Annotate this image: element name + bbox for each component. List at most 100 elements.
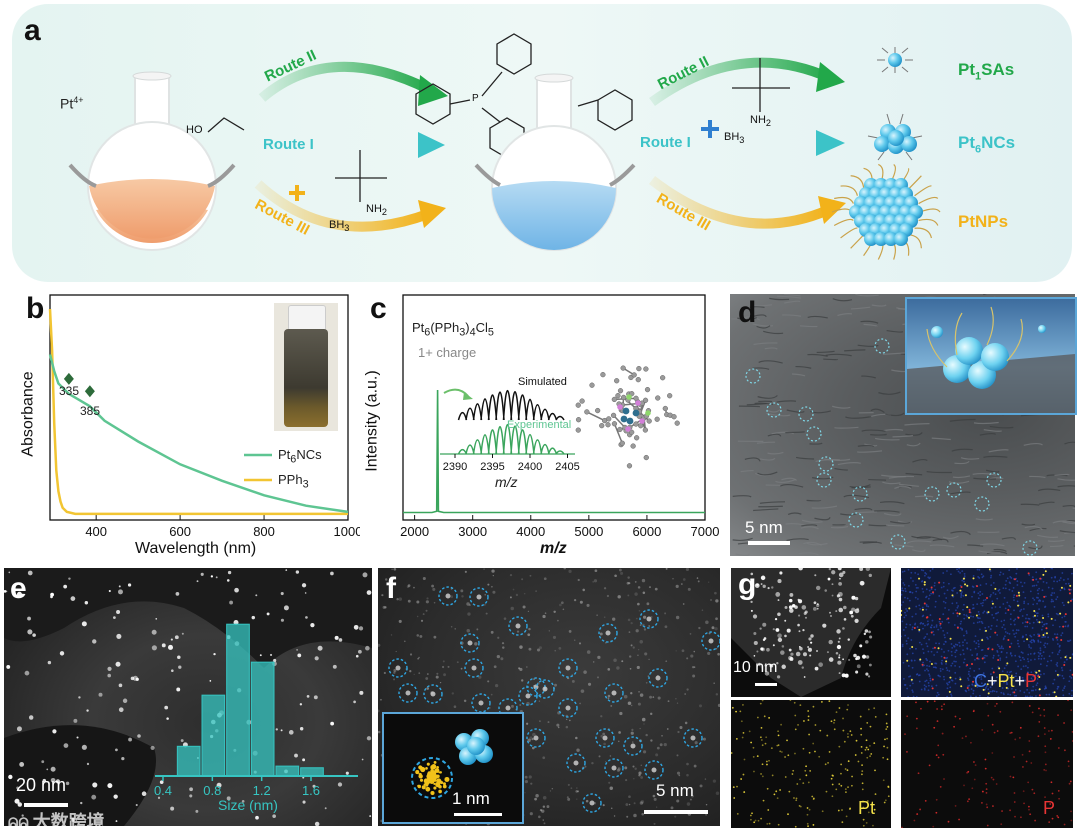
experimental-peak [532, 439, 543, 455]
panel-d-label: d [738, 296, 757, 329]
hist-tick-label: 0.4 [154, 783, 172, 798]
atom-circle [852, 486, 868, 502]
histogram-bar [275, 765, 300, 777]
atom-circle [816, 472, 832, 488]
panel-g-p-map [901, 700, 1073, 828]
x-tick-label: 3000 [458, 524, 487, 539]
experimental-peak [502, 423, 513, 455]
right-bh3: BH [724, 131, 740, 143]
atom-circle [604, 683, 624, 703]
panel-d-scale: 5 nm [745, 518, 783, 537]
panel-e-scale: 20 nm [16, 775, 67, 795]
panel-g-scalebar [755, 683, 777, 686]
atom-circle [848, 512, 864, 528]
x-tick-label: 800 [253, 524, 275, 539]
peak-marker [84, 385, 95, 398]
pt6ncs-icon [867, 113, 923, 161]
panel-d-inset-model [905, 297, 1077, 415]
panel-c-ylabel: Intensity (a.u.) [363, 370, 381, 472]
hist-tick-label: 1.2 [253, 783, 271, 798]
atom-circle [745, 368, 761, 384]
experimental-peak [495, 426, 505, 455]
simulated-peak [487, 394, 498, 421]
atom-circle [558, 658, 578, 678]
atom-circle [701, 631, 720, 651]
panel-a-graphics [68, 33, 941, 260]
p-map-label: P [1043, 798, 1056, 818]
histogram-bar [201, 694, 226, 777]
flask-middle [491, 73, 617, 251]
atom-circle [526, 728, 546, 748]
atom-circle [438, 586, 458, 606]
simulated-peak [547, 412, 558, 421]
x-tick-label: 4000 [516, 524, 545, 539]
experimental-peak [555, 450, 565, 455]
atom-circle [582, 793, 602, 813]
x-tick-label: 2000 [400, 524, 429, 539]
panel-b-xlabel: Wavelength (nm) [135, 540, 257, 557]
panel-e-label: e [10, 572, 27, 605]
x-tick-label: 600 [169, 524, 191, 539]
atom-circle [423, 684, 443, 704]
simulated-peak [502, 389, 513, 421]
experimental-peak [547, 447, 558, 455]
histogram-bar [226, 623, 250, 777]
product-ptnps: PtNPs [958, 212, 1009, 231]
panel-g-merged-map [901, 568, 1073, 697]
atom-circle [683, 728, 703, 748]
panel-e-scalebar [24, 803, 68, 807]
annot-385: 385 [80, 404, 101, 418]
hist-tick-label: 0.8 [203, 783, 221, 798]
molecule-structure [575, 365, 680, 469]
hist-xlabel: Size (nm) [218, 797, 278, 813]
atom-circle [398, 683, 418, 703]
panel-g-pt-map [731, 700, 891, 828]
atom-circle [518, 686, 538, 706]
charge-label: 1+ charge [418, 345, 477, 360]
merge-legend: C+Pt+P [974, 671, 1038, 691]
histogram-bar [176, 745, 201, 777]
peak-marker [63, 372, 74, 385]
panel-f-scalebar [644, 810, 708, 814]
hist-tick-label: 1.6 [302, 783, 320, 798]
atom-circle [469, 587, 489, 607]
atom-circle [508, 616, 528, 636]
panel-f-label: f [386, 572, 396, 605]
simulated-peak [517, 394, 528, 421]
simulated-peak [540, 408, 550, 421]
panel-d-scalebar [748, 541, 790, 545]
atom-circle [464, 658, 484, 678]
panel-f-scale: 5 nm [656, 781, 694, 800]
precursor-charge: 4+ [73, 95, 84, 105]
x-tick-label: 7000 [691, 524, 720, 539]
panel-g-haadf [731, 568, 891, 697]
atom-circle [974, 496, 990, 512]
histogram-bar [300, 767, 324, 777]
histogram-bar [250, 661, 275, 777]
panel-f-inset-scale: 1 nm [452, 789, 490, 808]
atom-circle [566, 753, 586, 773]
experimental-peak [510, 425, 520, 455]
ptnps-icon [831, 163, 941, 260]
panel-a-label: a [24, 14, 41, 47]
product-pt6ncs: Pt [958, 133, 975, 152]
flask-left [87, 71, 217, 251]
panel-g-scale: 10 nm [733, 659, 778, 676]
atom-circle [648, 668, 668, 688]
legend-pt6ncs: Pt [278, 447, 291, 462]
atom-circle [874, 338, 890, 354]
atom-circle [1022, 540, 1038, 556]
reagent-bh3: BH [329, 219, 345, 231]
atom-circle [644, 760, 664, 780]
panel-g-label: g [738, 568, 757, 601]
inset-tick-label: 2390 [443, 461, 467, 473]
panel-f-inset-scalebar [454, 813, 502, 816]
watermark: ᕱᕱ 大数跨境 [8, 812, 105, 832]
panel-e-haadf-image [4, 568, 372, 826]
formula: Pt [412, 320, 425, 335]
x-tick-label: 6000 [632, 524, 661, 539]
experimental-peak [525, 433, 535, 455]
experimental-peak [487, 429, 498, 455]
panel-e-histogram: 0.4 0.8 1.2 1.6 [154, 623, 358, 798]
panel-c-frame [402, 294, 706, 521]
